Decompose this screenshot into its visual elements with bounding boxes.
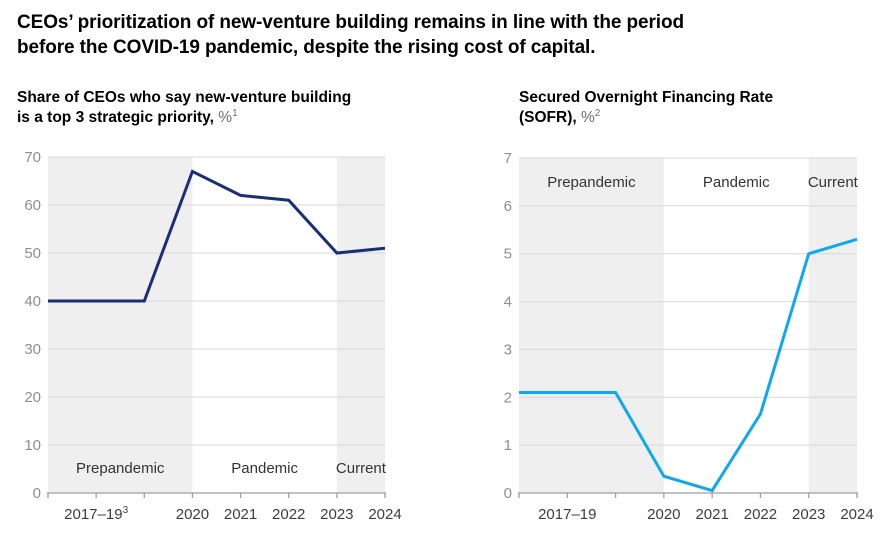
y-tick-label-1: 1 [504,437,512,454]
period-band-prepandemic [519,158,664,493]
y-tick-label-0: 0 [33,485,41,502]
y-tick-label-6: 6 [504,198,512,215]
y-tick-label-4: 4 [504,294,512,311]
left-chart-footnote-marker: 1 [232,107,238,119]
left-chart-title-line-2-text: is a top 3 strategic priority, [17,109,219,126]
left-chart-title-line-2: is a top 3 strategic priority, %1 [17,108,351,128]
right-chart-unit: % [581,109,595,126]
x-tick-label-2022: 2022 [272,506,305,523]
left-chart-title-line-1: Share of CEOs who say new-venture buildi… [17,89,352,106]
x-tick-label-2024: 2024 [368,506,401,523]
right-chart-title-line-2: (SOFR), %2 [519,108,773,128]
right-chart-title: Secured Overnight Financing Rate (SOFR),… [519,88,773,128]
series-line [48,169,386,303]
right-chart-title-line-2-text: (SOFR), [519,109,581,126]
y-tick-label-10: 10 [24,437,41,454]
period-label-prepandemic: Prepandemic [76,460,165,477]
y-tick-label-2: 2 [504,389,512,406]
exhibit-title-line-2: before the COVID-19 pandemic, despite th… [17,37,596,58]
y-tick-label-50: 50 [24,245,41,262]
x-tick-label-2020: 2020 [647,506,680,523]
y-tick-label-30: 30 [24,341,41,358]
exhibit-title-line-1: CEOs’ prioritization of new-venture buil… [17,12,684,33]
x-tick-label-2023: 2023 [792,506,825,523]
left-chart: 0 10 20 30 40 50 60 70 2017–193 2020 2021 2022 2023 2… [24,149,401,523]
period-label-pandemic: Pandemic [703,174,770,191]
y-tick-label-70: 70 [24,149,41,166]
left-chart-unit-label: %1 [218,107,238,126]
period-band-prepandemic [48,157,193,493]
right-chart-footnote-marker: 2 [594,107,601,119]
y-tick-label-20: 20 [24,389,41,406]
x-tick-label-2020: 2020 [176,506,209,523]
right-chart-unit-label: %2 [581,107,601,126]
x-tick-label-2017–19: 2017–19 [538,506,596,523]
exhibit-title: CEOs’ prioritization of new-venture buil… [17,10,817,60]
period-band-current [336,157,385,493]
period-label-prepandemic: Prepandemic [547,174,636,191]
x-tick-label-2021: 2021 [695,506,728,523]
y-tick-label-40: 40 [24,293,41,310]
y-tick-label-0: 0 [504,485,512,502]
x-tick-label-2017–19: 2017–193 [64,505,128,523]
right-chart-title-line-1: Secured Overnight Financing Rate [519,89,774,106]
y-tick-label-3: 3 [504,341,512,358]
period-band-current [808,158,857,493]
x-tick-label-2021: 2021 [224,506,257,523]
right-chart: 0 1 2 3 4 5 6 7 2017–19 2020 2021 2022 2023 2024 Prepa… [504,150,874,523]
y-tick-label-5: 5 [504,246,512,263]
x-tick-label-2024: 2024 [840,506,873,523]
y-tick-label-60: 60 [24,197,41,214]
period-label-pandemic: Pandemic [231,460,298,477]
x-tick-label-2022: 2022 [744,506,777,523]
left-chart-unit: % [218,109,233,126]
x-tick-label-2023: 2023 [320,506,353,523]
left-chart-title: Share of CEOs who say new-venture buildi… [17,88,351,128]
period-label-current: Current [808,174,859,191]
y-tick-label-7: 7 [504,150,512,167]
period-label-current: Current [336,460,387,477]
series-line [519,237,858,493]
